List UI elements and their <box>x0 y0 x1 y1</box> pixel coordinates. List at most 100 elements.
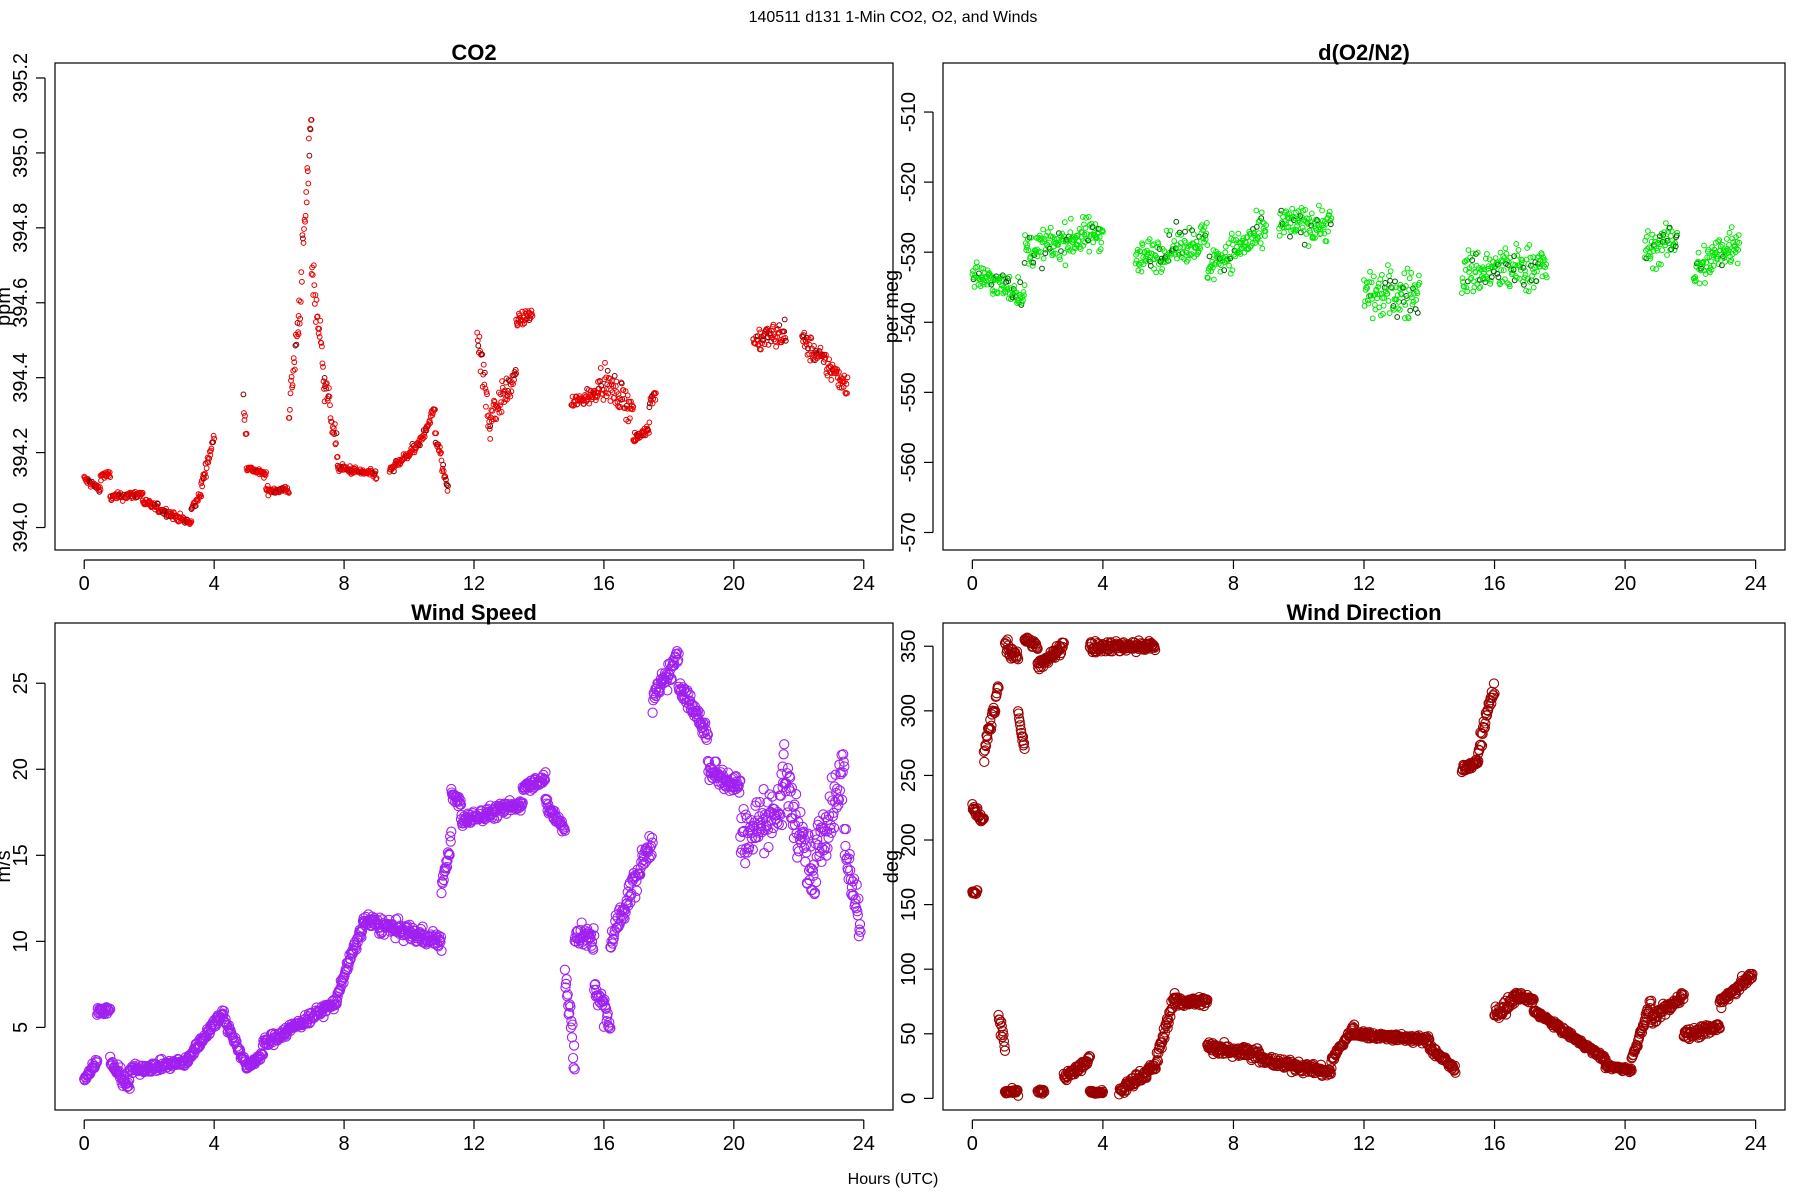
data-point <box>515 316 522 323</box>
data-point <box>97 484 103 491</box>
data-point <box>618 380 625 387</box>
data-point <box>1306 215 1312 222</box>
data-point <box>1416 279 1423 286</box>
data-point <box>432 406 438 413</box>
y-tick-label: 395.0 <box>10 128 32 178</box>
data-point <box>1389 285 1396 292</box>
data-point <box>1649 231 1656 238</box>
data-point <box>602 359 608 366</box>
data-point <box>605 375 612 381</box>
data-point <box>1500 267 1507 274</box>
data-point <box>630 403 637 410</box>
data-point <box>1463 284 1470 291</box>
data-point <box>568 1040 580 1051</box>
data-point <box>1369 315 1376 322</box>
data-point <box>1218 262 1224 269</box>
data-point <box>154 500 161 507</box>
data-point <box>489 408 496 414</box>
data-point <box>1647 253 1654 260</box>
data-points <box>81 116 851 527</box>
data-point <box>497 402 503 409</box>
data-point <box>1409 301 1416 308</box>
data-point <box>1527 254 1534 261</box>
data-point <box>1233 244 1240 250</box>
data-point <box>1459 275 1466 282</box>
data-point <box>1021 282 1028 289</box>
data-point <box>1259 245 1266 252</box>
data-point <box>1055 241 1062 248</box>
data-point <box>994 290 1001 297</box>
data-point <box>973 259 980 266</box>
data-points <box>969 202 1743 322</box>
data-point <box>1404 265 1411 272</box>
data-point <box>317 317 324 324</box>
data-point <box>1325 228 1331 235</box>
data-point <box>287 390 294 397</box>
data-point <box>629 406 636 413</box>
data-point <box>1197 245 1204 252</box>
data-point <box>206 448 213 455</box>
data-point <box>1202 236 1209 243</box>
x-axis: 0 4 8 12 16 20 24 <box>79 1119 875 1155</box>
data-point <box>1221 267 1228 274</box>
data-point <box>1530 284 1537 291</box>
data-point <box>1308 210 1315 217</box>
data-point <box>625 418 632 425</box>
data-point <box>297 298 304 305</box>
data-point <box>1368 292 1374 299</box>
data-point <box>286 490 292 496</box>
data-point <box>843 381 850 387</box>
data-point <box>484 391 490 398</box>
data-point <box>1263 222 1269 229</box>
data-point <box>1039 265 1045 272</box>
data-point <box>155 501 161 507</box>
data-point <box>1327 221 1334 228</box>
data-point <box>513 370 520 377</box>
x-tick-label: 4 <box>209 573 220 595</box>
data-point <box>295 331 302 338</box>
data-point <box>1696 280 1703 287</box>
data-point <box>1710 262 1717 269</box>
data-point <box>1464 288 1471 295</box>
data-point <box>1203 230 1210 237</box>
data-point <box>1318 230 1324 237</box>
data-point <box>763 841 774 853</box>
data-point <box>600 397 607 403</box>
x-tick-label: 16 <box>593 573 615 595</box>
data-point <box>1645 228 1651 234</box>
data-point <box>487 436 494 442</box>
data-point <box>1190 231 1197 238</box>
data-point <box>289 382 296 389</box>
data-point <box>1283 208 1290 215</box>
x-tick-label: 0 <box>79 1133 90 1155</box>
data-point <box>1661 229 1668 236</box>
data-point <box>1022 232 1028 239</box>
data-point <box>1734 260 1741 267</box>
data-point <box>1674 229 1681 236</box>
data-point <box>440 461 447 468</box>
data-point <box>1200 227 1206 234</box>
data-point <box>1057 256 1063 263</box>
data-point <box>1182 228 1188 235</box>
data-point <box>1461 284 1467 290</box>
data-point <box>1100 228 1106 235</box>
data-point <box>321 398 328 405</box>
data-point <box>1719 262 1725 269</box>
data-point <box>1364 285 1371 291</box>
data-point <box>1076 226 1083 232</box>
data-point <box>314 313 321 320</box>
data-point <box>759 848 770 859</box>
data-point <box>628 398 634 405</box>
data-point <box>438 449 444 456</box>
x-tick-label: 8 <box>339 1133 350 1155</box>
data-point <box>305 180 312 187</box>
x-tick-label: 20 <box>723 573 745 595</box>
data-point <box>782 335 789 341</box>
data-point <box>828 377 835 383</box>
data-point <box>1387 277 1393 284</box>
data-point <box>1643 233 1650 240</box>
data-point <box>1180 250 1186 256</box>
data-point <box>200 1031 212 1042</box>
